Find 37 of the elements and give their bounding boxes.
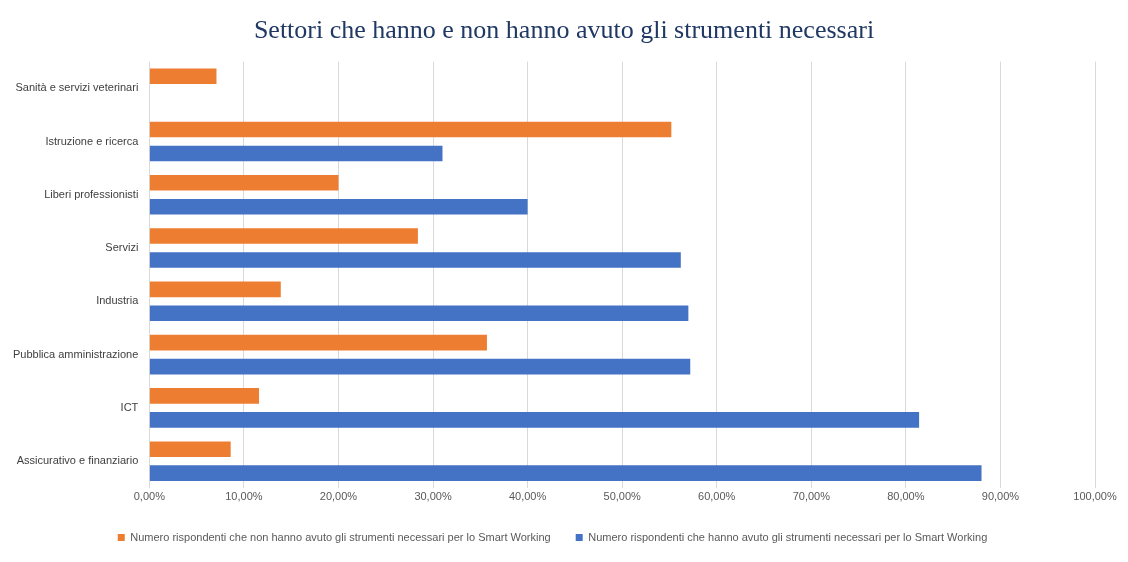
y-tick-label: Industria (96, 294, 140, 307)
bar (149, 121, 672, 138)
legend-label: Numero rispondenti che non hanno avuto gli strumenti necessari per lo Smart Working (130, 530, 551, 543)
x-tick-label: 90,00% (981, 490, 1020, 503)
bar (149, 175, 339, 191)
bar (149, 198, 528, 215)
y-tick-label: Liberi professionisti (44, 187, 139, 200)
legend-label: Numero rispondenti che hanno avuto gli strumenti necessari per lo Smart Working (588, 530, 988, 543)
bar (149, 252, 681, 268)
x-tick-label: 10,00% (225, 490, 263, 503)
bar (149, 305, 689, 322)
bar (149, 358, 691, 375)
bar (149, 412, 920, 428)
bar (149, 388, 260, 404)
x-tick-label: 50,00% (603, 490, 642, 503)
x-tick-label: 60,00% (698, 490, 736, 503)
x-tick-label: 100,00% (1073, 490, 1117, 503)
bar (149, 465, 982, 481)
x-tick-label: 20,00% (319, 490, 358, 503)
y-tick-label: ICT (120, 400, 139, 413)
x-tick-label: 40,00% (508, 490, 547, 503)
y-tick-label: Pubblica amministrazione (12, 347, 139, 360)
y-tick-label: Istruzione e ricerca (45, 134, 140, 147)
y-tick-label: Servizi (105, 241, 139, 254)
bar (149, 281, 281, 298)
x-tick-label: 0,00% (133, 490, 166, 503)
bar (149, 334, 487, 351)
y-tick-label: Sanità e servizi veterinari (15, 81, 139, 94)
bar (149, 228, 418, 244)
x-tick-label: 80,00% (887, 490, 925, 503)
y-tick-label: Assicurativo e finanziario (16, 454, 139, 467)
bar (149, 441, 231, 457)
x-tick-label: 30,00% (414, 490, 452, 503)
bar (149, 68, 217, 85)
x-tick-label: 70,00% (792, 490, 831, 503)
bar (149, 145, 443, 162)
chart-title: Settori che hanno e non hanno avuto gli strumenti necessari (252, 14, 876, 46)
